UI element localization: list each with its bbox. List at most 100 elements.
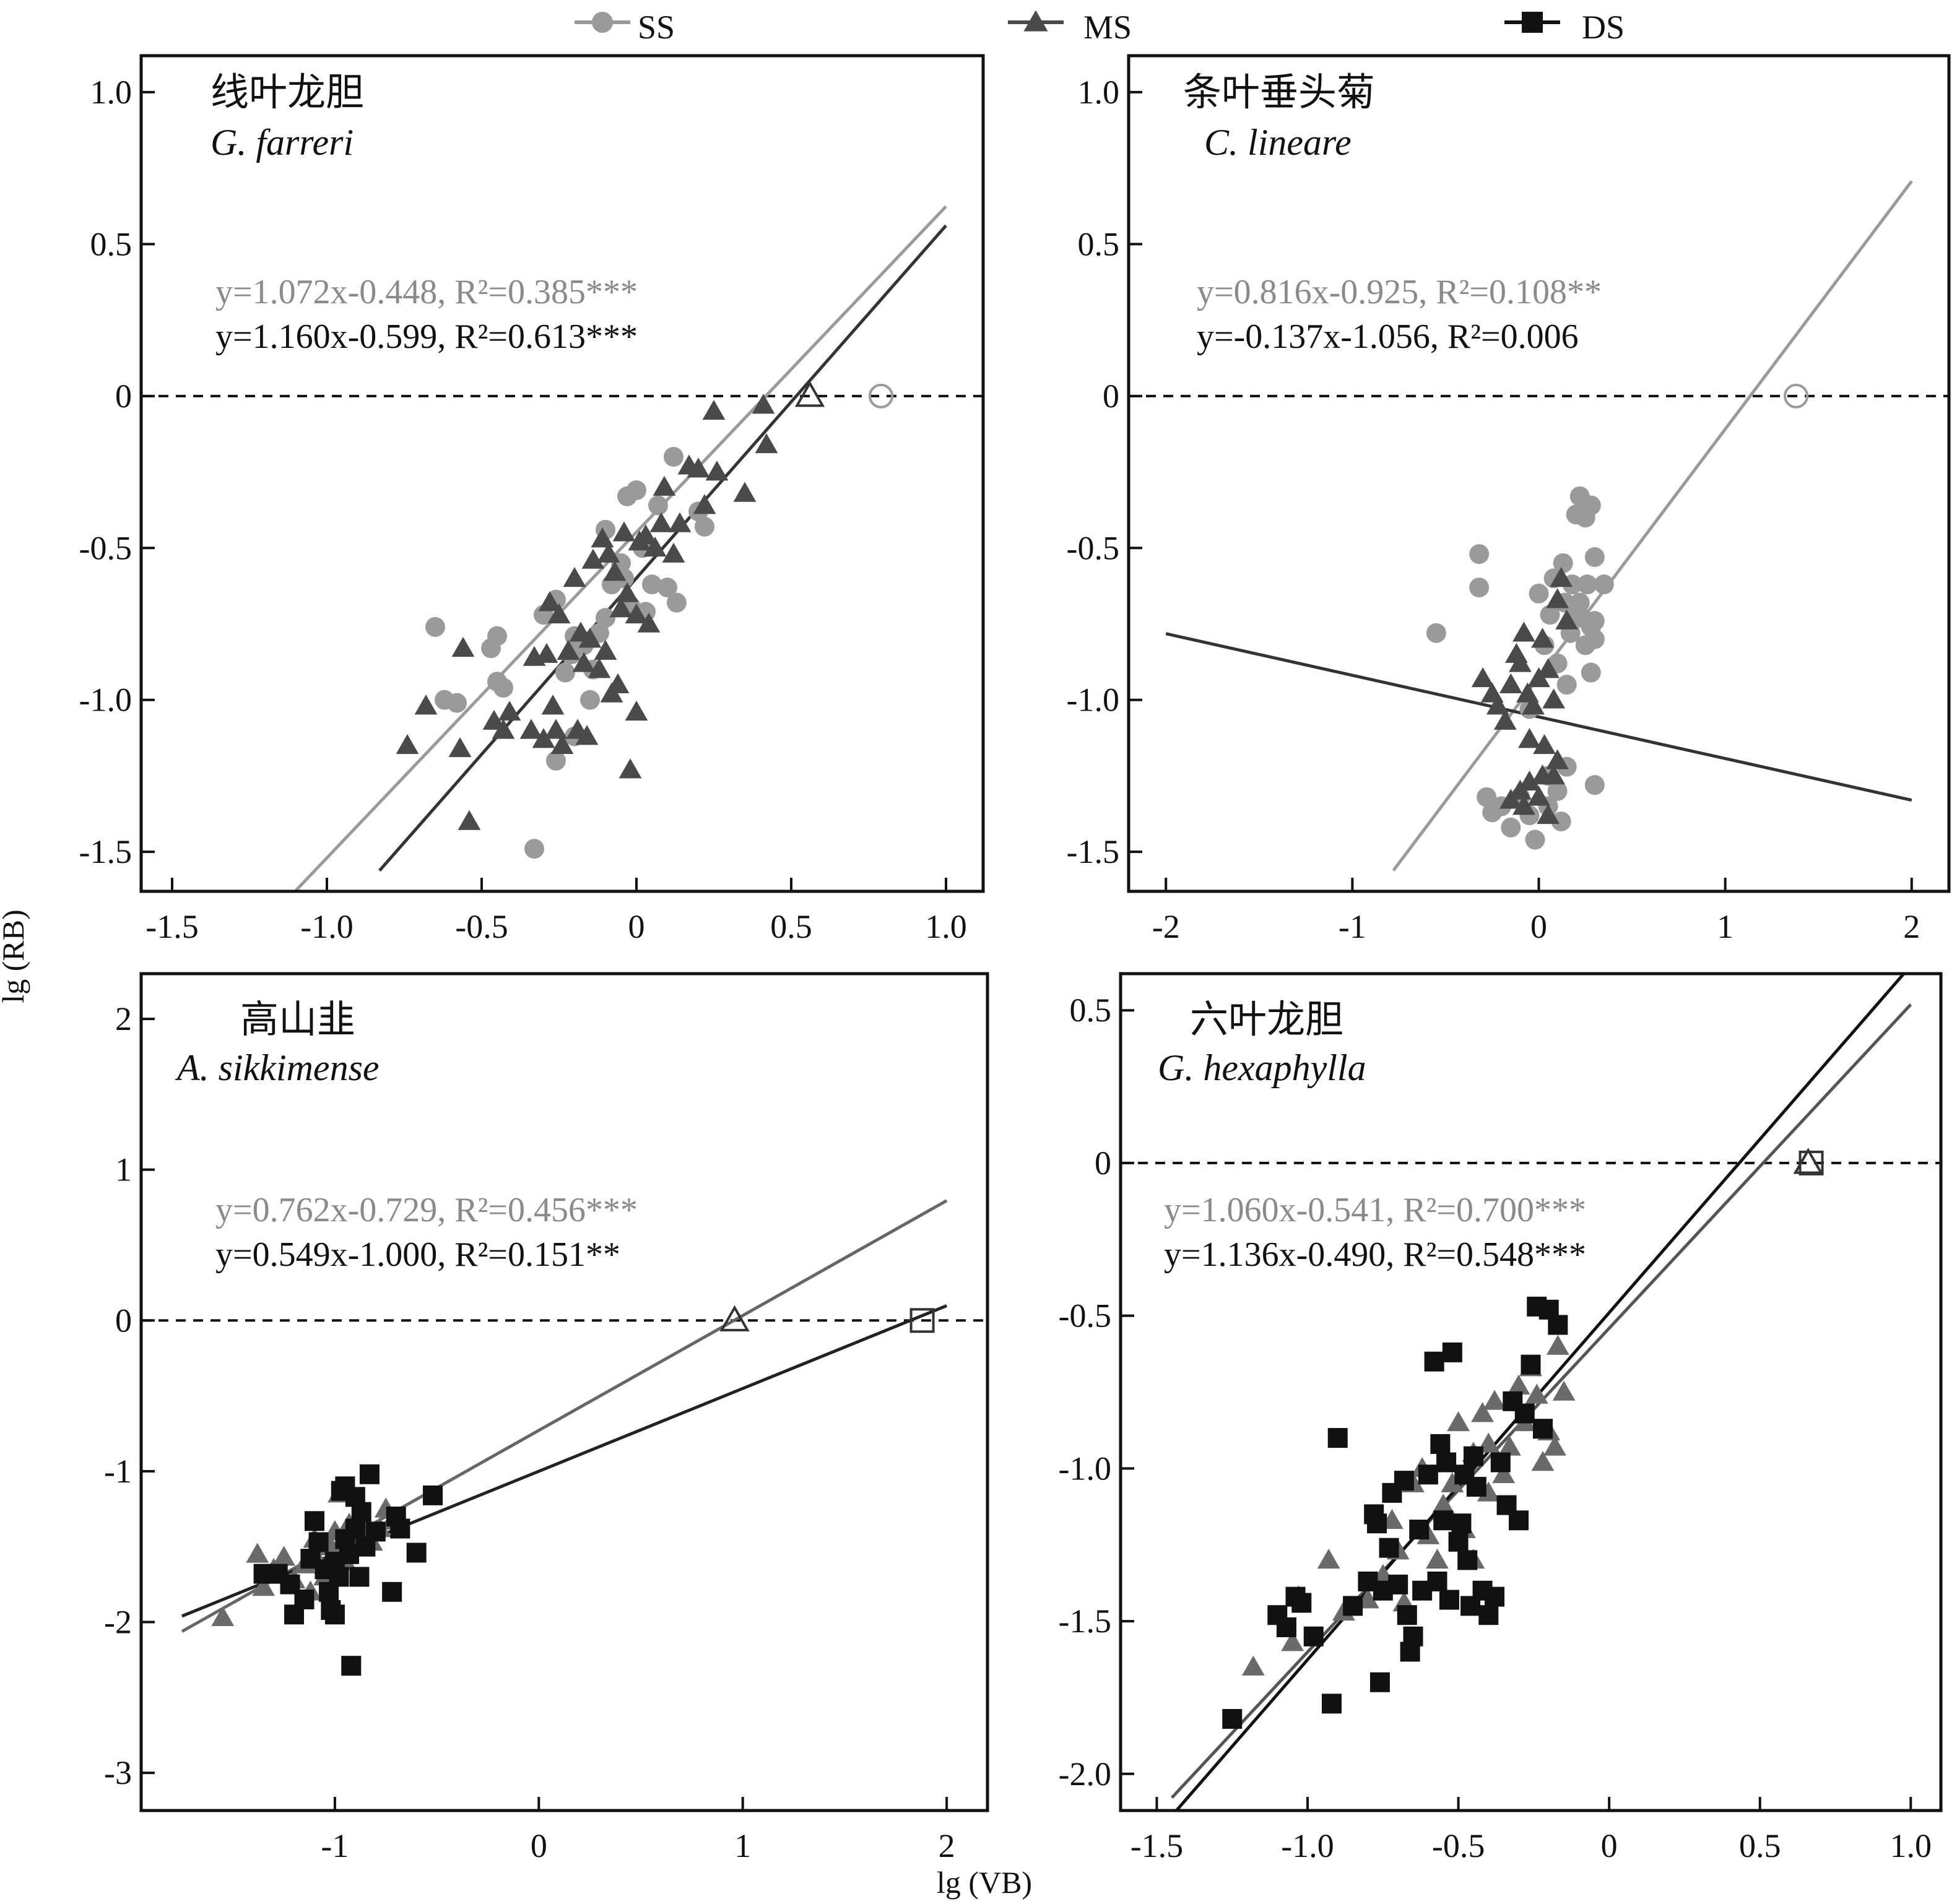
data-point-ms <box>498 700 521 721</box>
y-tick-label: 0 <box>115 378 132 415</box>
species-name-latin: C. lineare <box>1204 122 1352 163</box>
data-point-ss <box>1556 675 1577 695</box>
series-ds <box>1222 1296 1568 1729</box>
x-tick-label: 0 <box>1601 1827 1618 1864</box>
data-point-ds <box>382 1582 402 1602</box>
species-name-latin: G. farreri <box>210 122 354 163</box>
data-point-ds <box>1397 1605 1417 1625</box>
x-axis-label: lg (VB) <box>937 1865 1032 1900</box>
x-tick-label: -1.5 <box>1130 1827 1183 1864</box>
data-point-ms <box>482 709 506 730</box>
data-point-ds <box>1514 1403 1535 1424</box>
data-point-ms <box>1546 588 1569 608</box>
data-point-ds <box>1388 1574 1408 1595</box>
data-point-ms <box>612 521 636 542</box>
series-ms <box>1471 566 1579 824</box>
x-tick-label: -2 <box>1152 908 1180 945</box>
data-point-ss <box>1547 781 1568 801</box>
data-point-ms <box>414 695 438 715</box>
x-tick-label: 1 <box>734 1827 751 1864</box>
data-point-ss <box>695 516 714 537</box>
data-point-ss <box>1540 605 1560 625</box>
series-ds <box>253 1464 443 1676</box>
data-point-ds <box>1548 1315 1568 1335</box>
data-point-ds <box>345 1487 365 1507</box>
legend-label: SS <box>638 9 675 46</box>
plot-frame <box>139 54 985 893</box>
y-tick-label: -2 <box>104 1603 132 1640</box>
data-point-ss <box>1469 578 1490 598</box>
data-point-ds <box>1509 1510 1529 1531</box>
y-tick-label: -1.5 <box>1067 833 1119 870</box>
data-point-ss <box>1529 583 1549 604</box>
x-tick-label: 0.5 <box>770 908 812 945</box>
y-tick-label: -1.5 <box>79 833 132 870</box>
data-point-ds <box>1463 1446 1483 1466</box>
legend-marker-triangle <box>1023 10 1048 32</box>
data-point-ds <box>1379 1538 1399 1558</box>
data-point-ms <box>668 512 692 532</box>
data-point-ds <box>1436 1452 1457 1473</box>
data-point-ms <box>1483 1390 1506 1410</box>
data-point-ms <box>625 700 648 721</box>
regression-equation-2: y=1.160x-0.599, R²=0.613*** <box>215 318 638 356</box>
data-point-ms <box>588 658 611 678</box>
data-point-ms <box>1281 1631 1304 1651</box>
data-point-ms <box>1531 1451 1555 1471</box>
x-tick-label: 0.5 <box>1739 1827 1781 1864</box>
data-point-ds <box>1430 1434 1451 1454</box>
data-point-ms <box>538 591 562 612</box>
data-point-ds <box>1327 1428 1348 1448</box>
data-point-ms <box>1542 764 1565 785</box>
data-point-ss <box>1426 623 1446 643</box>
data-point-ds <box>1291 1593 1312 1613</box>
data-point-ms <box>643 536 667 557</box>
data-point-ms <box>1518 728 1541 748</box>
regression-equation-2: y=1.136x-0.490, R²=0.548*** <box>1164 1235 1586 1274</box>
data-point-ms <box>1498 1435 1521 1456</box>
y-tick-label: 0 <box>1095 1145 1111 1182</box>
x-tick-label: -1 <box>1339 908 1366 945</box>
data-point-ms <box>1512 795 1535 815</box>
data-point-ms <box>1543 1435 1566 1456</box>
data-point-ds <box>324 1604 345 1625</box>
data-point-ss <box>664 447 683 467</box>
y-tick-label: -1.0 <box>1059 1450 1111 1487</box>
data-point-ds <box>1521 1354 1541 1375</box>
data-point-ms <box>211 1606 235 1626</box>
y-tick-label: -0.5 <box>79 529 132 566</box>
y-tick-label: 0 <box>115 1302 132 1339</box>
data-point-ms <box>396 733 419 755</box>
data-point-ss <box>1584 611 1605 631</box>
regression-line-2 <box>1165 632 1912 802</box>
regression-line-2 <box>378 224 947 872</box>
data-point-ms <box>550 733 574 755</box>
data-point-ms <box>1492 1463 1516 1484</box>
data-point-ms <box>1499 789 1522 809</box>
data-point-ms <box>1471 667 1495 688</box>
regression-equation-2: y=0.549x-1.000, R²=0.151** <box>215 1235 620 1274</box>
data-point-ds <box>1490 1452 1511 1473</box>
data-point-ms <box>702 399 726 420</box>
data-point-ss <box>1477 787 1497 807</box>
y-tick-label: -1.5 <box>1059 1603 1111 1640</box>
data-point-ss <box>1584 629 1605 649</box>
x-tick-label: 1.0 <box>1890 1827 1932 1864</box>
data-point-ms <box>535 643 558 663</box>
data-point-ds <box>304 1511 324 1531</box>
x-tick-label: 0 <box>531 1827 547 1864</box>
data-point-ms <box>1525 1383 1548 1404</box>
data-point-ss <box>493 678 513 698</box>
data-point-ds <box>1442 1342 1462 1362</box>
data-point-ms <box>662 542 685 563</box>
y-tick-label: 0.5 <box>1078 225 1120 262</box>
data-point-ds <box>1448 1531 1469 1552</box>
data-point-ms <box>581 548 605 569</box>
x-tick-label: -1.0 <box>1281 1827 1334 1864</box>
species-name-latin: G. hexaphylla <box>1158 1047 1366 1088</box>
x-intercept-marker-square <box>909 1308 935 1333</box>
data-point-ms <box>1552 1380 1576 1401</box>
data-point-ss <box>1581 495 1601 516</box>
data-point-ms <box>733 482 757 502</box>
data-point-ds <box>1466 1476 1486 1497</box>
